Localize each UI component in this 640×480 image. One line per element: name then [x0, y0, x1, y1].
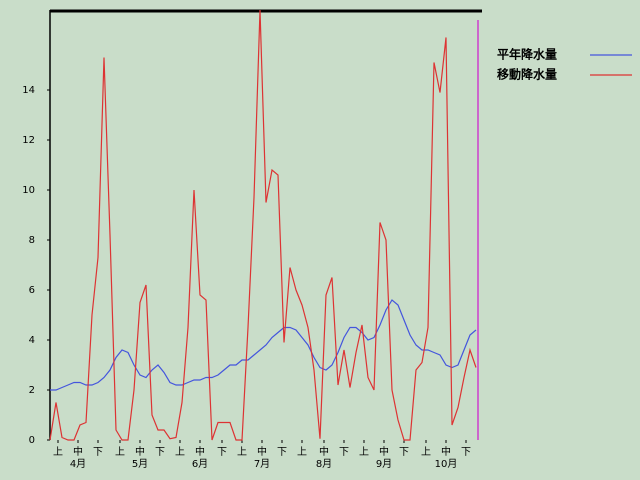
legend-label: 平年降水量 [497, 47, 557, 62]
x-tick-label: 下 [277, 447, 287, 458]
data-line [49, 9, 477, 441]
x-tick-label: 中 [257, 445, 267, 458]
y-tick-label: 10 [22, 185, 35, 196]
month-label: 7月 [254, 458, 270, 470]
y-tick-label: 4 [29, 335, 35, 346]
month-label: 9月 [376, 458, 392, 470]
legend-label: 移動降水量 [497, 67, 557, 82]
month-label: 10月 [435, 458, 458, 470]
month-label: 6月 [192, 458, 208, 470]
x-tick-label: 中 [379, 445, 389, 458]
x-tick-label: 下 [155, 447, 165, 458]
month-label: 4月 [70, 458, 86, 470]
x-tick-label: 下 [461, 447, 471, 458]
x-tick-label: 上 [421, 446, 431, 458]
x-tick-label: 上 [53, 446, 63, 458]
month-label: 5月 [132, 458, 148, 470]
y-tick-label: 2 [29, 385, 35, 396]
y-tick-label: 6 [29, 285, 35, 296]
x-tick-label: 下 [339, 447, 349, 458]
x-tick-label: 上 [115, 446, 125, 458]
x-tick-label: 上 [359, 446, 369, 458]
x-tick-label: 中 [135, 445, 145, 458]
y-tick-label: 8 [29, 235, 35, 246]
x-tick-label: 中 [195, 445, 205, 458]
y-tick-label: 12 [22, 135, 35, 146]
x-tick-label: 上 [175, 446, 185, 458]
x-tick-label: 下 [93, 447, 103, 458]
data-line [50, 299, 477, 391]
x-tick-label: 下 [399, 447, 409, 458]
x-tick-label: 中 [441, 445, 451, 458]
y-tick-label: 0 [29, 435, 35, 446]
x-tick-label: 中 [319, 445, 329, 458]
x-tick-label: 上 [297, 446, 307, 458]
x-tick-label: 中 [73, 445, 83, 458]
y-tick-label: 14 [22, 85, 35, 96]
month-label: 8月 [316, 458, 332, 470]
x-tick-label: 下 [217, 447, 227, 458]
x-tick-label: 上 [237, 446, 247, 458]
